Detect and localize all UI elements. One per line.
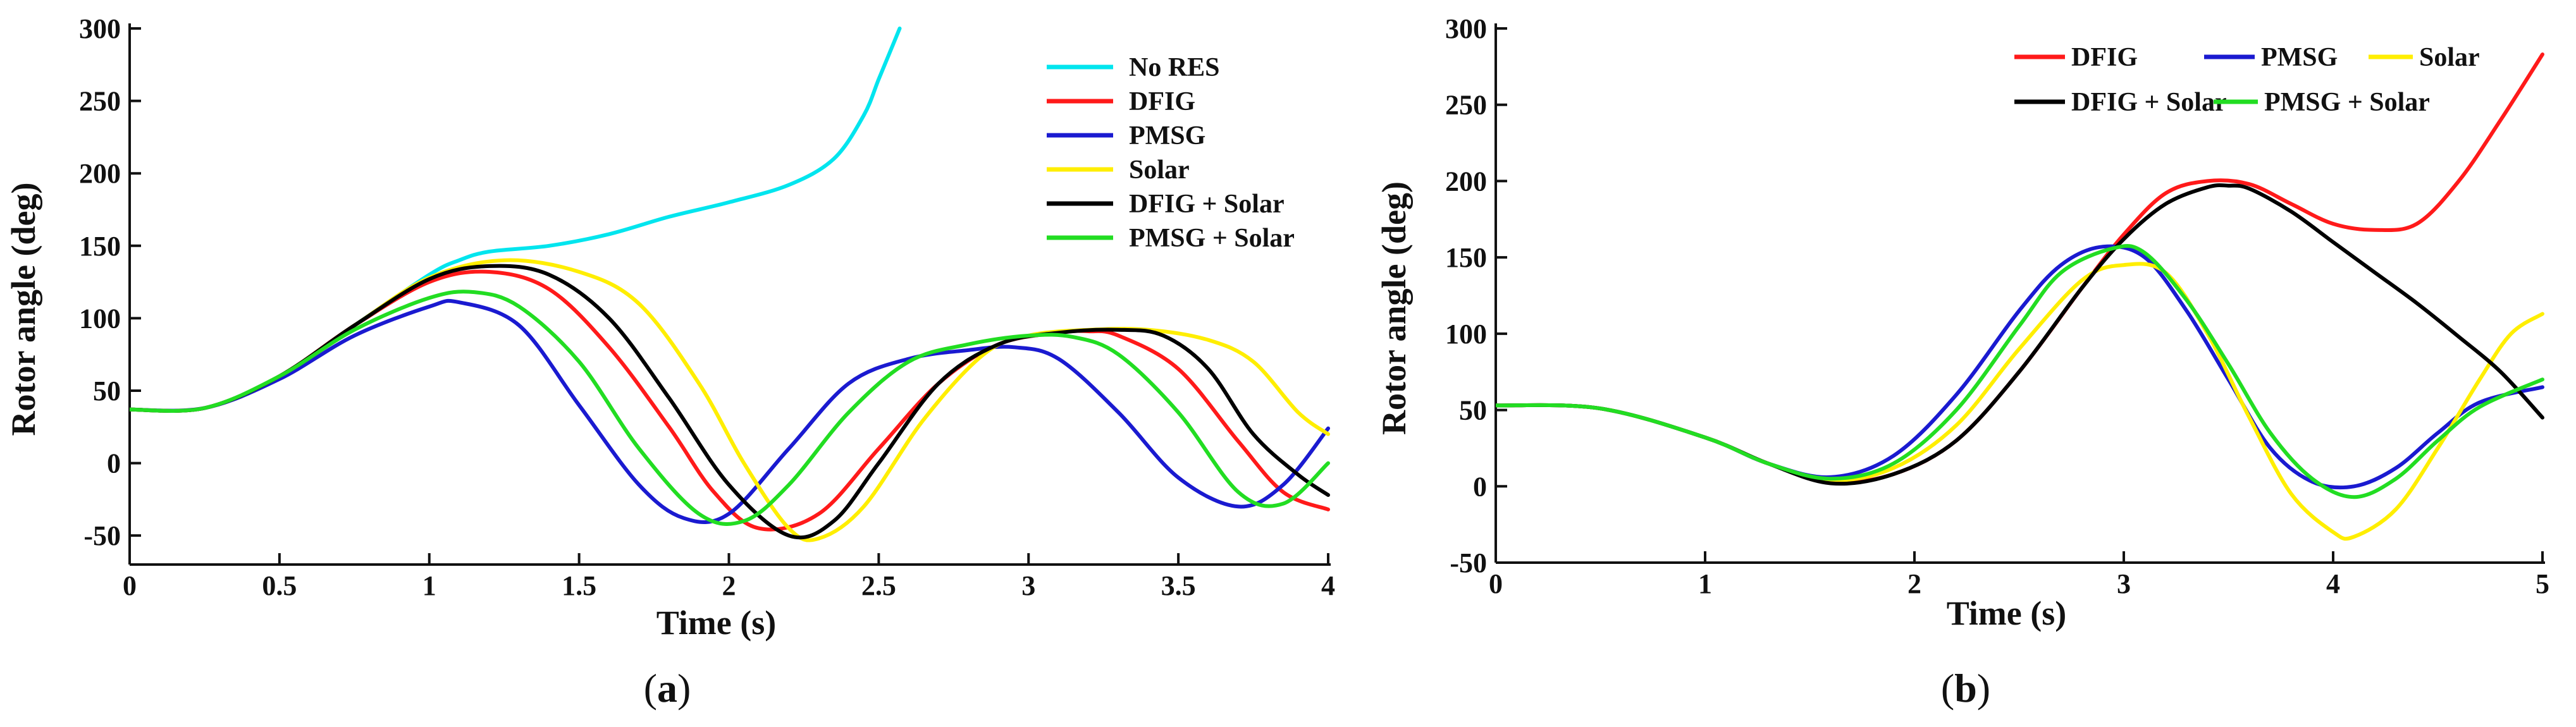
y-tick-label: -50	[83, 520, 121, 551]
x-tick-label: 0	[123, 570, 137, 601]
x-tick-label: 5	[2536, 568, 2549, 599]
panel-label: (b)	[1941, 666, 1990, 711]
x-tick-label: 0.5	[262, 570, 297, 601]
legend-label: DFIG + Solar	[2071, 88, 2227, 117]
y-tick-label: 0	[107, 448, 121, 479]
x-tick-label: 1	[422, 570, 436, 601]
panel-label: (a)	[644, 666, 691, 711]
legend-label: PMSG + Solar	[1129, 224, 1295, 253]
y-tick-label: 50	[93, 376, 121, 406]
legend-label: Solar	[2419, 43, 2480, 72]
legend-label: DFIG + Solar	[1129, 190, 1285, 219]
y-tick-label: 100	[79, 303, 121, 334]
x-tick-label: 4	[1321, 570, 1335, 601]
series-group	[1496, 52, 2544, 541]
y-tick-label: 150	[1445, 242, 1487, 273]
series-line-pmsg	[130, 298, 1330, 524]
y-tick-label: 0	[1473, 471, 1487, 502]
y-axis-title: Rotor angle (deg)	[1375, 181, 1413, 435]
y-tick-label: 250	[79, 86, 121, 117]
legend: No RES DFIG PMSG Solar DFIG + Solar PMSG + So…	[1047, 53, 1295, 253]
x-axis-title: Time (s)	[656, 604, 776, 642]
y-tick-label: 100	[1445, 319, 1487, 350]
y-tick-label: 300	[79, 13, 121, 44]
x-tick-label: 3	[2117, 568, 2131, 599]
y-tick-label: 150	[79, 231, 121, 262]
series-line-pmsg-solar	[130, 290, 1330, 526]
legend-label: PMSG	[1129, 121, 1205, 150]
y-tick-label: 200	[79, 158, 121, 189]
legend-label: DFIG	[1129, 87, 1195, 116]
x-tick-label: 2	[1907, 568, 1921, 599]
y-axis-title: Rotor angle (deg)	[4, 183, 42, 436]
x-tick-label: 2.5	[861, 570, 896, 601]
legend-label: DFIG	[2071, 43, 2138, 72]
y-tick-label: 50	[1459, 395, 1487, 426]
series-line-pmsg-solar	[1496, 244, 2544, 499]
x-tick-label: 3	[1021, 570, 1035, 601]
y-tick-label: 250	[1445, 90, 1487, 121]
x-tick-label: 1	[1698, 568, 1712, 599]
x-tick-label: 2	[722, 570, 736, 601]
legend: DFIG PMSG Solar DFIG + Solar PMSG + Solar	[2014, 43, 2480, 117]
legend-label: Solar	[1129, 156, 1190, 185]
x-tick-label: 3.5	[1161, 570, 1196, 601]
legend-label: PMSG	[2261, 43, 2338, 72]
legend-label: PMSG + Solar	[2264, 88, 2430, 117]
x-tick-label: 0	[1489, 568, 1503, 599]
y-tick-label: 300	[1445, 13, 1487, 44]
series-line-dfig-solar	[130, 264, 1330, 540]
legend-label: No RES	[1129, 53, 1220, 82]
x-axis-title: Time (s)	[1947, 594, 2066, 632]
y-tick-label: 200	[1445, 166, 1487, 197]
y-tick-label: -50	[1450, 547, 1487, 578]
series-group	[130, 27, 1330, 542]
x-tick-label: 1.5	[562, 570, 596, 601]
x-tick-label: 4	[2326, 568, 2340, 599]
